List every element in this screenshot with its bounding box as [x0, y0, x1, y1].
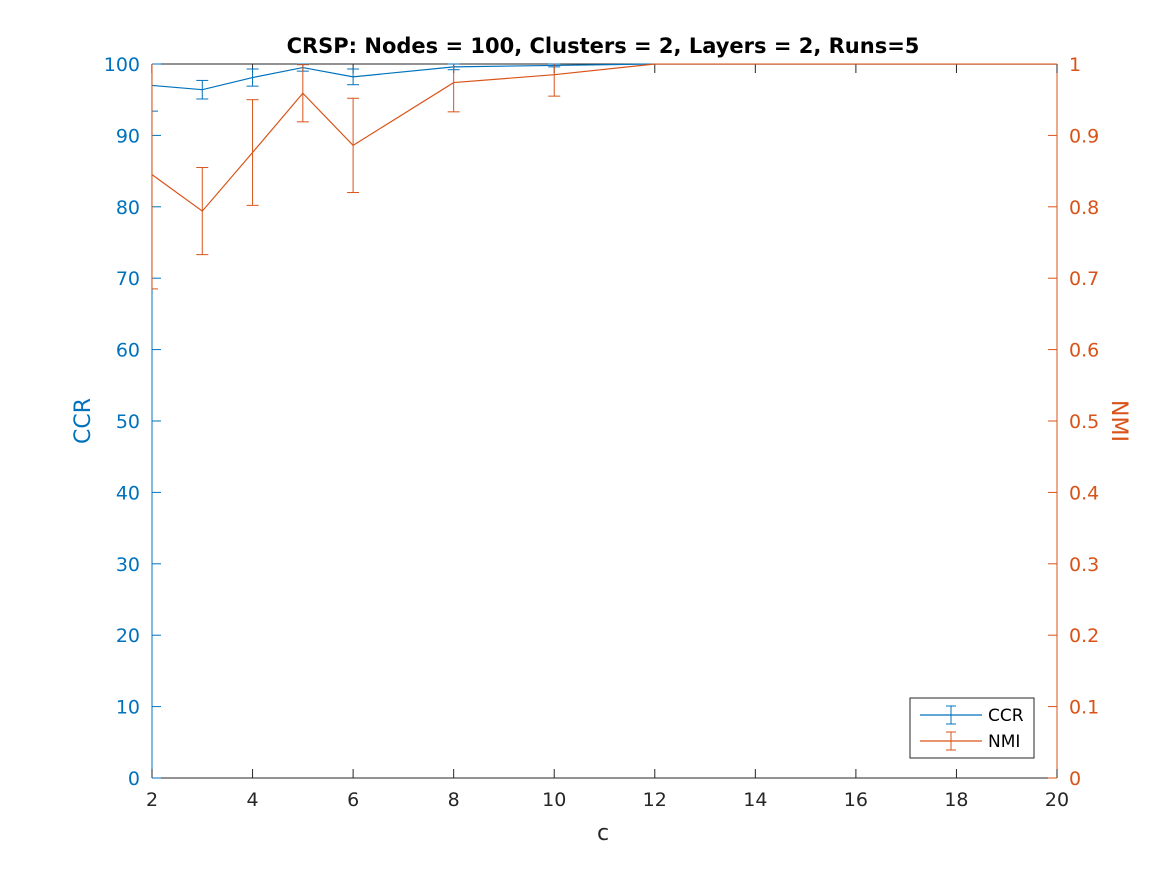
y-tick-label-right: 1: [1069, 54, 1081, 76]
y-tick-label-left: 50: [116, 411, 140, 433]
series-line-nmi: [152, 63, 1057, 212]
x-tick-label: 6: [347, 789, 359, 811]
data-layer: [152, 63, 1057, 290]
legend: CCR NMI: [909, 697, 1035, 759]
plot-area: 2 4 6 8 10 12 14 16 18 20010203040506070809010000…: [104, 54, 1099, 811]
x-tick-label: 14: [743, 789, 767, 811]
x-tick-label: 2: [146, 789, 158, 811]
y-tick-label-right: 0.5: [1069, 411, 1099, 433]
x-tick-label: 8: [448, 789, 460, 811]
legend-label-nmi: NMI: [988, 732, 1020, 752]
y-tick-label-left: 0: [128, 768, 140, 790]
y-axis-label-right: NMI: [1106, 400, 1131, 442]
y-tick-label-right: 0.8: [1069, 197, 1099, 219]
x-axis-label: c: [597, 821, 609, 846]
x-tick-label: 4: [247, 789, 259, 811]
chart-title: CRSP: Nodes = 100, Clusters = 2, Layers …: [287, 34, 920, 58]
y-tick-label-left: 10: [116, 697, 140, 719]
x-tick-label: 10: [542, 789, 566, 811]
series-line-ccr: [152, 63, 1057, 91]
y-tick-label-right: 0.1: [1069, 697, 1099, 719]
y-tick-label-left: 40: [116, 482, 140, 504]
y-tick-label-left: 90: [116, 125, 140, 147]
y-tick-label-right: 0: [1069, 768, 1081, 790]
y-tick-label-right: 0.6: [1069, 340, 1099, 362]
y-tick-label-right: 0.9: [1069, 125, 1099, 147]
y-tick-label-right: 0.7: [1069, 268, 1099, 290]
y-tick-label-left: 80: [116, 197, 140, 219]
y-tick-label-left: 30: [116, 554, 140, 576]
x-tick-label: 12: [643, 789, 667, 811]
legend-box: [909, 697, 1035, 759]
y-tick-label-right: 0.3: [1069, 554, 1099, 576]
y-tick-label-right: 0.2: [1069, 625, 1099, 647]
y-axis-label-left: CCR: [71, 398, 96, 444]
legend-label-ccr: CCR: [988, 706, 1024, 726]
x-tick-label: 20: [1045, 789, 1069, 811]
y-tick-label-left: 100: [104, 54, 140, 76]
y-tick-label-right: 0.4: [1069, 482, 1099, 504]
y-tick-label-left: 70: [116, 268, 140, 290]
y-tick-label-left: 20: [116, 625, 140, 647]
y-tick-label-left: 60: [116, 340, 140, 362]
x-tick-label: 18: [944, 789, 968, 811]
x-tick-label: 16: [844, 789, 868, 811]
